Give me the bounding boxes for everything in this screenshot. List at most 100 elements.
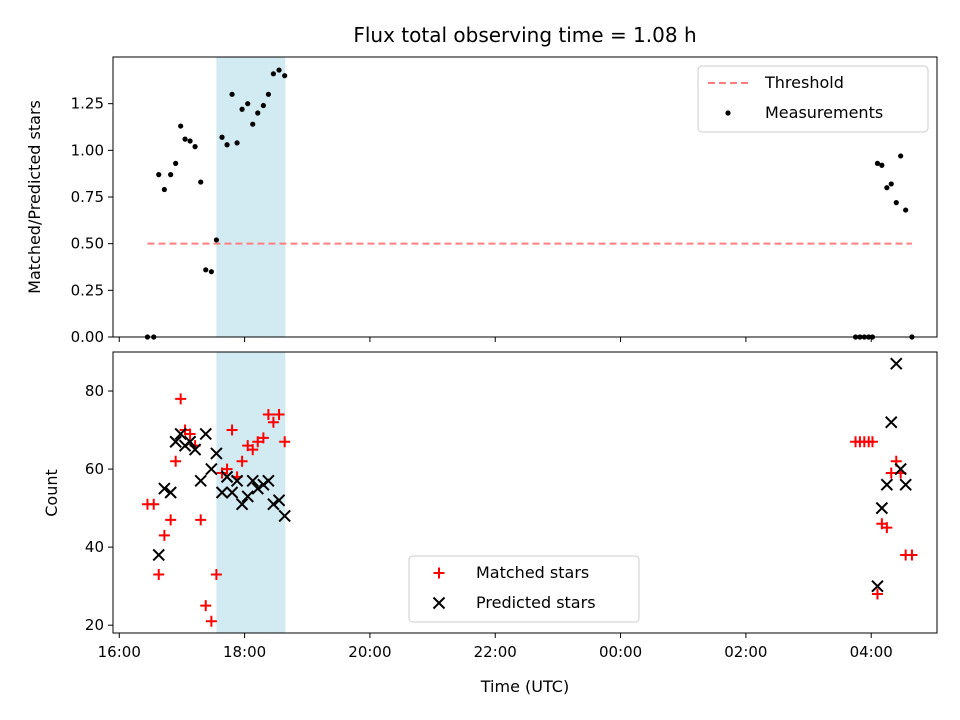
legend-counts: Matched stars Predicted stars (408, 555, 640, 623)
measurement-point (245, 101, 251, 107)
matched-star-point (247, 444, 259, 456)
plot-layer: 0.00 0.25 0.50 0.75 1.00 1.25 Threshold Measure… (71, 56, 938, 661)
matched-star-point (170, 455, 182, 467)
y-tick-label: 80 (85, 382, 104, 400)
y-axis-label-ratio: Matched/Predicted stars (25, 100, 44, 294)
measurement-point (224, 142, 230, 148)
legend-box (697, 65, 929, 133)
predicted-star-point (194, 474, 207, 487)
predicted-star-point (220, 470, 234, 484)
matched-star-point (257, 432, 269, 444)
series-matched-stars (141, 393, 918, 627)
measurement-point (229, 91, 235, 97)
legend-predicted-swatch (432, 596, 446, 610)
measurement-point (874, 160, 881, 166)
matched-star-point (267, 416, 279, 428)
predicted-star-point (158, 482, 171, 495)
legend-measurement-swatch (725, 110, 731, 116)
x-tick-label: 18:00 (223, 643, 266, 661)
legend-label: Threshold (764, 73, 844, 92)
legend-ratio: Threshold Measurements (697, 65, 929, 133)
matched-star-point (236, 455, 248, 467)
x-tick-label: 20:00 (348, 643, 391, 661)
predicted-star-point (890, 357, 903, 370)
measurement-point (173, 160, 179, 166)
predicted-star-point (215, 486, 229, 499)
x-tick-label: 16:00 (98, 643, 141, 661)
matched-star-point (205, 615, 217, 627)
y-tick-label: 0.00 (71, 328, 104, 346)
matched-star-point (210, 568, 222, 580)
measurement-point (888, 181, 894, 187)
predicted-star-point (267, 498, 280, 511)
matched-star-point (175, 393, 187, 405)
y-tick-label: 1.00 (71, 141, 104, 159)
measurement-point (168, 172, 174, 178)
predicted-star-point (246, 474, 259, 487)
predicted-star-point (262, 474, 275, 487)
predicted-star-point (251, 482, 264, 495)
measurement-point (250, 121, 256, 127)
matched-star-point (226, 424, 238, 436)
predicted-star-point (880, 478, 894, 491)
legend-matched-swatch (433, 567, 445, 579)
measurement-point (156, 172, 162, 178)
matched-star-point (906, 549, 918, 561)
measurement-point (282, 73, 288, 79)
predicted-star-point (152, 548, 165, 562)
y-tick-label: 0.25 (71, 281, 104, 299)
predicted-star-point (188, 443, 202, 456)
measurement-point (260, 102, 266, 109)
matched-star-point (200, 600, 212, 612)
predicted-star-point (871, 579, 884, 593)
series-predicted-stars (152, 357, 912, 593)
predicted-star-point (210, 447, 223, 460)
legend-label: Matched stars (476, 563, 589, 582)
measurement-point (192, 144, 198, 150)
predicted-star-point (894, 462, 907, 476)
x-tick-label: 22:00 (474, 643, 517, 661)
predicted-star-point (875, 501, 889, 515)
measurement-point (203, 267, 209, 273)
y-tick-label: 1.25 (71, 95, 104, 113)
predicted-star-point (241, 490, 254, 503)
chart-title: Flux total observing time = 1.08 h (353, 23, 696, 47)
y-tick-label: 20 (85, 616, 104, 634)
matched-star-point (148, 498, 160, 510)
measurement-point (219, 134, 225, 140)
x-tick-label: 02:00 (724, 643, 767, 661)
predicted-star-point (183, 435, 197, 448)
matched-star-point (221, 463, 233, 475)
axes-frame-counts (112, 351, 938, 634)
predicted-star-point (205, 462, 218, 476)
predicted-star-point (230, 474, 244, 487)
measurement-point (879, 162, 885, 168)
predicted-star-point (169, 435, 182, 448)
matched-star-point (262, 408, 274, 420)
matched-star-point (279, 436, 291, 448)
y-axis-label-count: Count (42, 469, 61, 517)
measurement-point (903, 207, 909, 213)
x-axis-label: Time (UTC) (480, 677, 569, 696)
predicted-star-point (174, 427, 187, 441)
measurement-point (898, 153, 904, 159)
measurement-point (265, 91, 272, 97)
measurement-point (255, 110, 261, 116)
measurement-point (234, 140, 240, 146)
measurement-point (178, 123, 184, 129)
matched-star-point (153, 568, 165, 580)
y-tick-label: 60 (85, 460, 104, 478)
predicted-star-point (278, 509, 291, 523)
shaded-span-ratio (216, 57, 286, 337)
measurement-point (893, 200, 899, 206)
matched-star-point (866, 436, 878, 448)
matched-star-point (252, 436, 264, 448)
y-tick-label: 40 (85, 538, 104, 556)
predicted-star-point (899, 478, 912, 491)
matched-star-point (273, 408, 285, 420)
matched-star-point (871, 588, 883, 600)
measurement-point (208, 269, 214, 275)
predicted-star-point (235, 498, 249, 511)
measurement-point (213, 237, 219, 243)
